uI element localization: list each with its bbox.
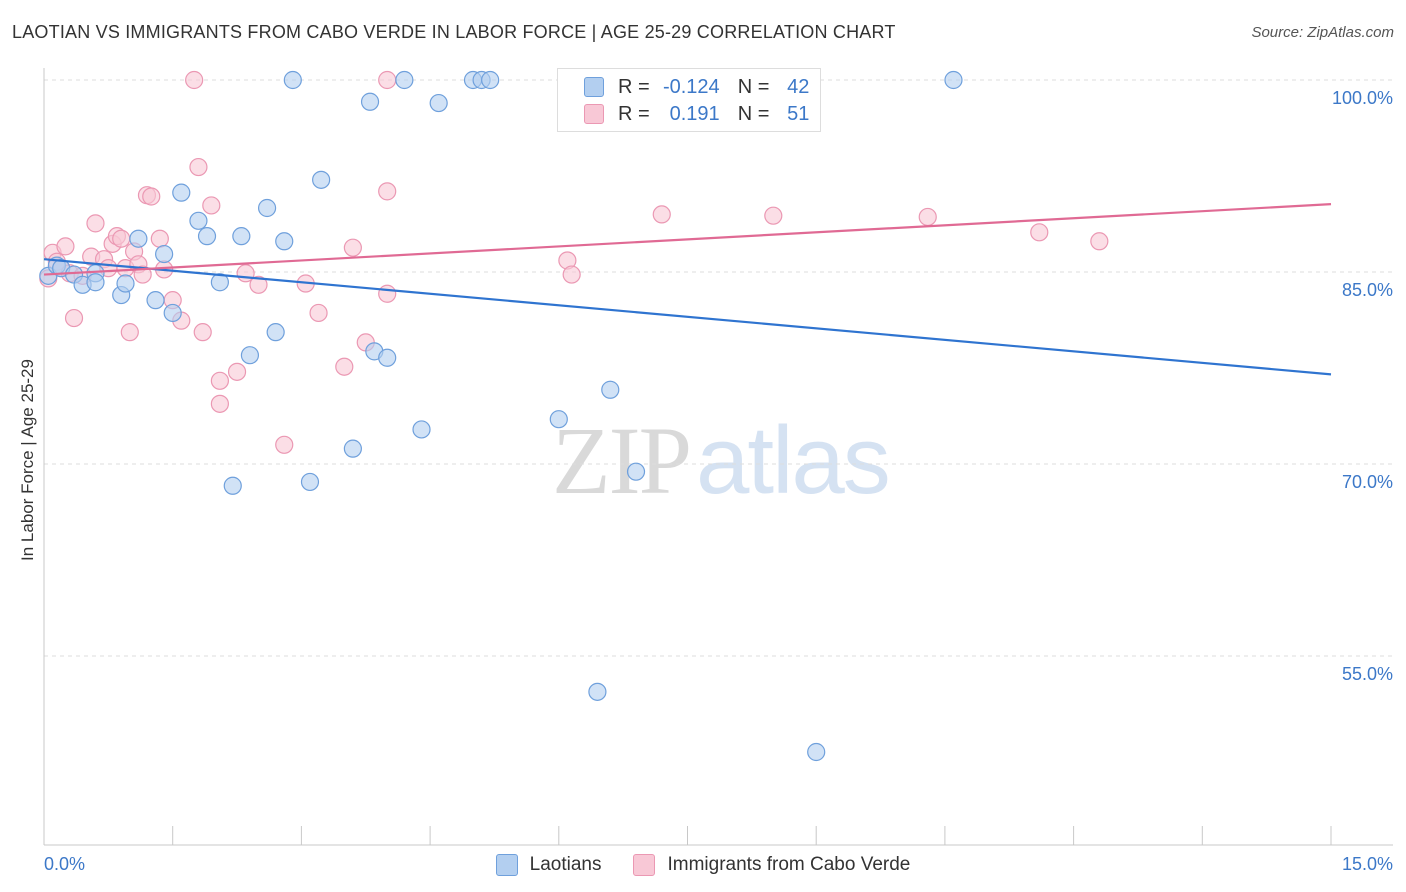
point-laotian: [189, 211, 208, 230]
x-tick-label: 0.0%: [44, 854, 85, 874]
point-cabo-verde: [193, 323, 212, 342]
point-cabo-verde: [275, 435, 294, 454]
point-laotian: [343, 439, 362, 458]
point-cabo-verde: [652, 205, 671, 224]
point-cabo-verde: [378, 70, 397, 90]
point-laotian: [163, 303, 182, 323]
legend-item-laotians: Laotians: [495, 854, 602, 876]
legend-item-cabo-verde: Immigrants from Cabo Verde: [633, 854, 910, 876]
y-tick-label: 55.0%: [1342, 664, 1393, 684]
point-laotian: [588, 682, 607, 701]
point-cabo-verde: [249, 275, 268, 294]
point-laotian: [146, 291, 165, 310]
point-cabo-verde: [185, 70, 204, 90]
watermark-zip: ZIP: [552, 407, 692, 514]
r-value: 0.191: [669, 102, 720, 125]
point-laotian: [395, 70, 414, 90]
y-tick-label: 70.0%: [1342, 472, 1393, 492]
point-laotian: [300, 472, 320, 492]
point-cabo-verde: [1030, 223, 1049, 242]
point-cabo-verde: [189, 157, 208, 177]
point-laotian: [601, 380, 620, 399]
chart-title: LAOTIAN VS IMMIGRANTS FROM CABO VERDE IN…: [12, 22, 896, 42]
point-laotian: [807, 742, 826, 762]
n-label: N =: [737, 75, 770, 98]
point-cabo-verde: [378, 182, 397, 201]
point-cabo-verde: [142, 187, 161, 206]
point-cabo-verde: [562, 265, 581, 284]
n-label: N =: [737, 102, 770, 125]
point-laotian: [412, 420, 431, 439]
point-laotian: [944, 70, 963, 90]
watermark-atlas: atlas: [696, 407, 891, 514]
source-credit: Source: ZipAtlas.com: [1251, 24, 1394, 41]
point-cabo-verde: [309, 303, 328, 323]
legend-row-laotians: R = -0.124 N = 42: [584, 74, 809, 100]
point-cabo-verde: [112, 229, 131, 248]
trend-line-laotian: [43, 258, 1332, 376]
series-legend: Laotians Immigrants from Cabo Verde: [0, 852, 1406, 878]
point-laotian: [481, 70, 500, 90]
watermark: ZIPatlas: [552, 405, 891, 516]
point-laotian: [549, 410, 568, 429]
point-cabo-verde: [150, 229, 169, 248]
point-cabo-verde: [918, 207, 937, 227]
point-cabo-verde: [227, 362, 247, 381]
point-laotian: [155, 244, 174, 264]
y-tick-label: 85.0%: [1342, 280, 1393, 300]
legend-swatch-blue: [584, 77, 604, 97]
legend-swatch-pink: [584, 104, 604, 124]
x-tick-label: 15.0%: [1342, 854, 1393, 874]
point-laotian: [86, 273, 105, 292]
point-cabo-verde: [343, 238, 362, 257]
point-laotian: [429, 93, 448, 113]
correlation-legend: R = -0.124 N = 42 R = 0.191 N = 51: [557, 68, 821, 132]
legend-label-cabo-verde: Immigrants from Cabo Verde: [667, 854, 911, 875]
n-value: 42: [787, 75, 810, 98]
r-label: R =: [618, 75, 650, 98]
point-cabo-verde: [120, 323, 139, 342]
point-cabo-verde: [202, 196, 221, 215]
point-laotian: [116, 274, 135, 293]
point-cabo-verde: [210, 394, 229, 413]
point-laotian: [378, 348, 397, 367]
point-laotian: [240, 346, 260, 365]
n-value: 51: [787, 102, 810, 125]
point-laotian: [223, 476, 242, 495]
point-laotian: [129, 229, 148, 248]
point-cabo-verde: [64, 308, 84, 328]
point-laotian: [626, 462, 646, 481]
point-cabo-verde: [56, 237, 75, 256]
point-cabo-verde: [335, 357, 354, 376]
point-laotian: [257, 198, 277, 218]
point-laotian: [197, 227, 217, 246]
point-laotian: [232, 227, 251, 246]
point-cabo-verde: [378, 284, 397, 303]
legend-label-laotians: Laotians: [529, 854, 602, 875]
point-cabo-verde: [1090, 232, 1109, 251]
point-laotian: [172, 183, 191, 202]
y-tick-label: 100.0%: [1332, 88, 1393, 108]
legend-swatch-cabo-verde: [633, 854, 656, 876]
point-laotian: [266, 323, 285, 342]
r-label: R =: [618, 102, 650, 125]
point-cabo-verde: [210, 371, 229, 390]
legend-row-cabo-verde: R = 0.191 N = 51: [584, 101, 809, 127]
r-value: -0.124: [662, 75, 720, 98]
point-laotian: [283, 70, 302, 90]
point-laotian: [360, 92, 380, 111]
trend-line-cabo-verde: [43, 203, 1332, 276]
point-laotian: [275, 232, 294, 251]
point-cabo-verde: [764, 206, 783, 225]
point-laotian: [312, 170, 331, 189]
point-cabo-verde: [86, 214, 105, 233]
point-laotian: [210, 273, 229, 292]
legend-swatch-laotians: [495, 854, 518, 876]
